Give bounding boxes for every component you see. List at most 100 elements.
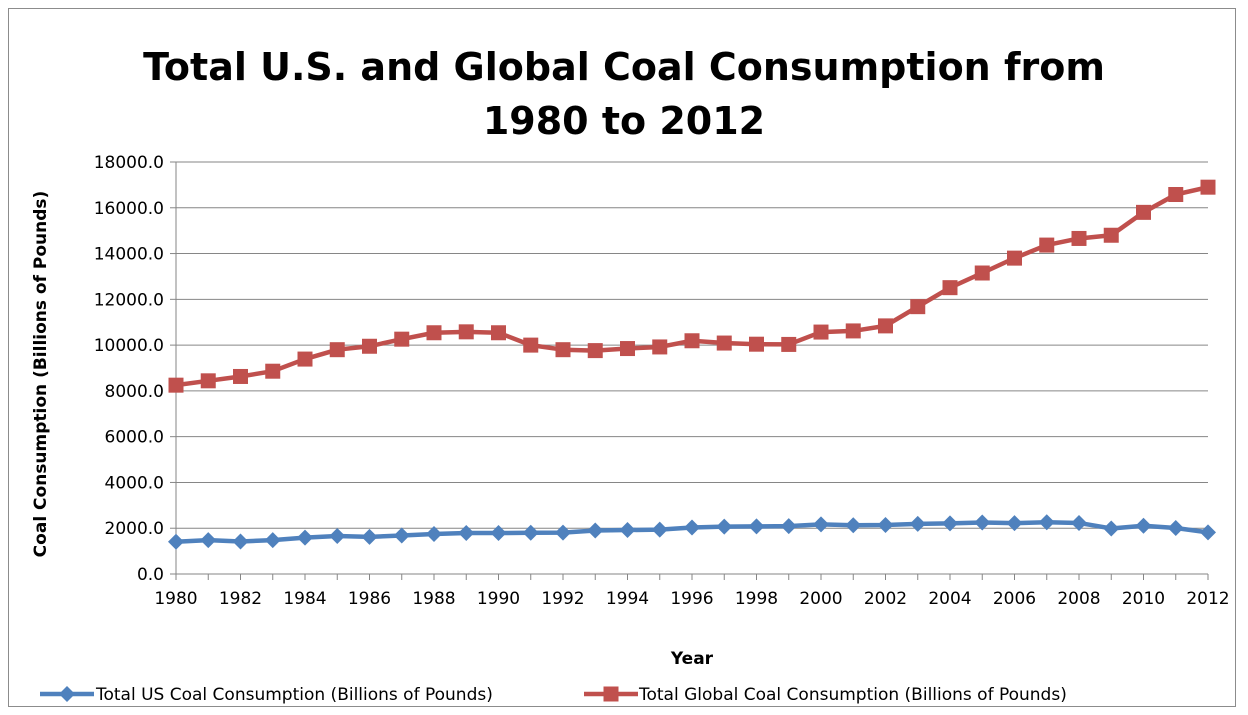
data-point [1039, 237, 1055, 253]
y-axis-title: Coal Consumption (Billions of Pounds) [31, 191, 51, 558]
data-point [264, 532, 281, 549]
y-tick-label: 18000.0 [94, 153, 164, 173]
data-point [555, 524, 571, 541]
x-tick-label: 2006 [993, 589, 1036, 609]
x-tick-label: 1982 [219, 589, 262, 609]
data-point [329, 342, 345, 358]
data-point [684, 519, 700, 536]
x-tick-label: 2012 [1186, 589, 1229, 609]
data-point [1200, 179, 1216, 195]
legend-item: Total Global Coal Consumption (Billions … [584, 685, 1067, 705]
data-point [910, 299, 926, 315]
data-point [168, 533, 184, 550]
data-point [974, 514, 991, 531]
data-point [394, 331, 410, 347]
x-tick-label: 1986 [348, 589, 391, 609]
y-tick-label: 16000.0 [94, 199, 164, 219]
y-tick-label: 12000.0 [94, 290, 164, 310]
data-point [522, 524, 539, 541]
data-point [426, 325, 442, 341]
legend-label: Total US Coal Consumption (Billions of P… [95, 685, 493, 705]
x-axis-title: Year [670, 649, 714, 669]
series-lines [168, 179, 1216, 550]
legend-label: Total Global Coal Consumption (Billions … [638, 685, 1067, 705]
data-point [1038, 514, 1055, 531]
legend-marker [603, 686, 619, 702]
data-point [458, 525, 475, 542]
data-point [1006, 515, 1023, 532]
data-point [877, 517, 894, 534]
data-point [942, 515, 958, 532]
data-point [651, 521, 668, 538]
data-point [716, 518, 733, 535]
legend-item: Total US Coal Consumption (Billions of P… [40, 685, 493, 705]
tick-labels: 0.0 2000.0 4000.0 6000.0 8000.0 10000.0 12000.… [94, 153, 1230, 609]
data-point [490, 525, 507, 542]
data-point [1135, 517, 1152, 534]
x-tick-label: 2010 [1122, 589, 1165, 609]
data-point [878, 318, 893, 334]
data-point [555, 342, 571, 358]
data-point [748, 518, 765, 535]
data-point [1168, 187, 1184, 203]
x-tick-label: 1994 [606, 589, 649, 609]
data-point [362, 338, 377, 354]
axes [170, 161, 1209, 580]
data-point [780, 518, 797, 535]
y-tick-label: 8000.0 [105, 382, 164, 402]
x-tick-label: 2000 [799, 589, 842, 609]
legend: Total US Coal Consumption (Billions of P… [40, 685, 1067, 705]
gridlines [176, 161, 1208, 529]
data-point [652, 339, 668, 355]
y-tick-label: 6000.0 [105, 428, 164, 448]
x-tick-label: 1990 [477, 589, 520, 609]
chart-title-line-1: Total U.S. and Global Coal Consumption f… [143, 45, 1105, 89]
data-point [781, 336, 797, 352]
y-tick-label: 14000.0 [94, 245, 164, 265]
series-us [168, 514, 1216, 550]
data-point [297, 529, 313, 546]
data-point [491, 325, 506, 341]
data-point [845, 323, 861, 339]
x-tick-label: 1998 [735, 589, 778, 609]
data-point [297, 351, 313, 367]
data-point [909, 515, 926, 532]
x-tick-label: 1996 [670, 589, 713, 609]
data-point [1071, 230, 1087, 246]
data-point [716, 335, 732, 351]
data-point [232, 533, 249, 550]
data-point [523, 337, 539, 353]
x-tick-label: 1992 [541, 589, 584, 609]
data-point [587, 343, 603, 359]
legend-marker [59, 686, 75, 702]
chart-title: Total U.S. and Global Coal Consumption f… [0, 40, 1248, 148]
x-tick-label: 2008 [1057, 589, 1100, 609]
data-point [587, 522, 604, 539]
data-point [684, 333, 700, 349]
data-point [233, 368, 248, 384]
data-point [1103, 227, 1119, 243]
x-tick-label: 1984 [283, 589, 326, 609]
chart-frame [8, 8, 1236, 707]
data-point [393, 527, 410, 544]
data-point [1167, 519, 1184, 536]
data-point [200, 532, 217, 549]
data-point [426, 525, 442, 542]
chart-title-line-2: 1980 to 2012 [482, 99, 766, 143]
y-tick-label: 4000.0 [105, 473, 164, 493]
y-tick-label: 0.0 [137, 565, 164, 585]
data-point [1071, 514, 1087, 531]
x-tick-label: 1988 [412, 589, 455, 609]
data-point [458, 324, 474, 340]
data-point [620, 341, 635, 357]
data-point [619, 522, 636, 539]
data-point [329, 528, 346, 545]
x-tick-label: 2004 [928, 589, 971, 609]
data-point [200, 373, 216, 389]
x-tick-label: 2002 [864, 589, 907, 609]
data-point [1200, 524, 1216, 541]
data-point [1007, 250, 1022, 266]
series-global [168, 179, 1216, 393]
y-tick-label: 10000.0 [94, 336, 164, 356]
